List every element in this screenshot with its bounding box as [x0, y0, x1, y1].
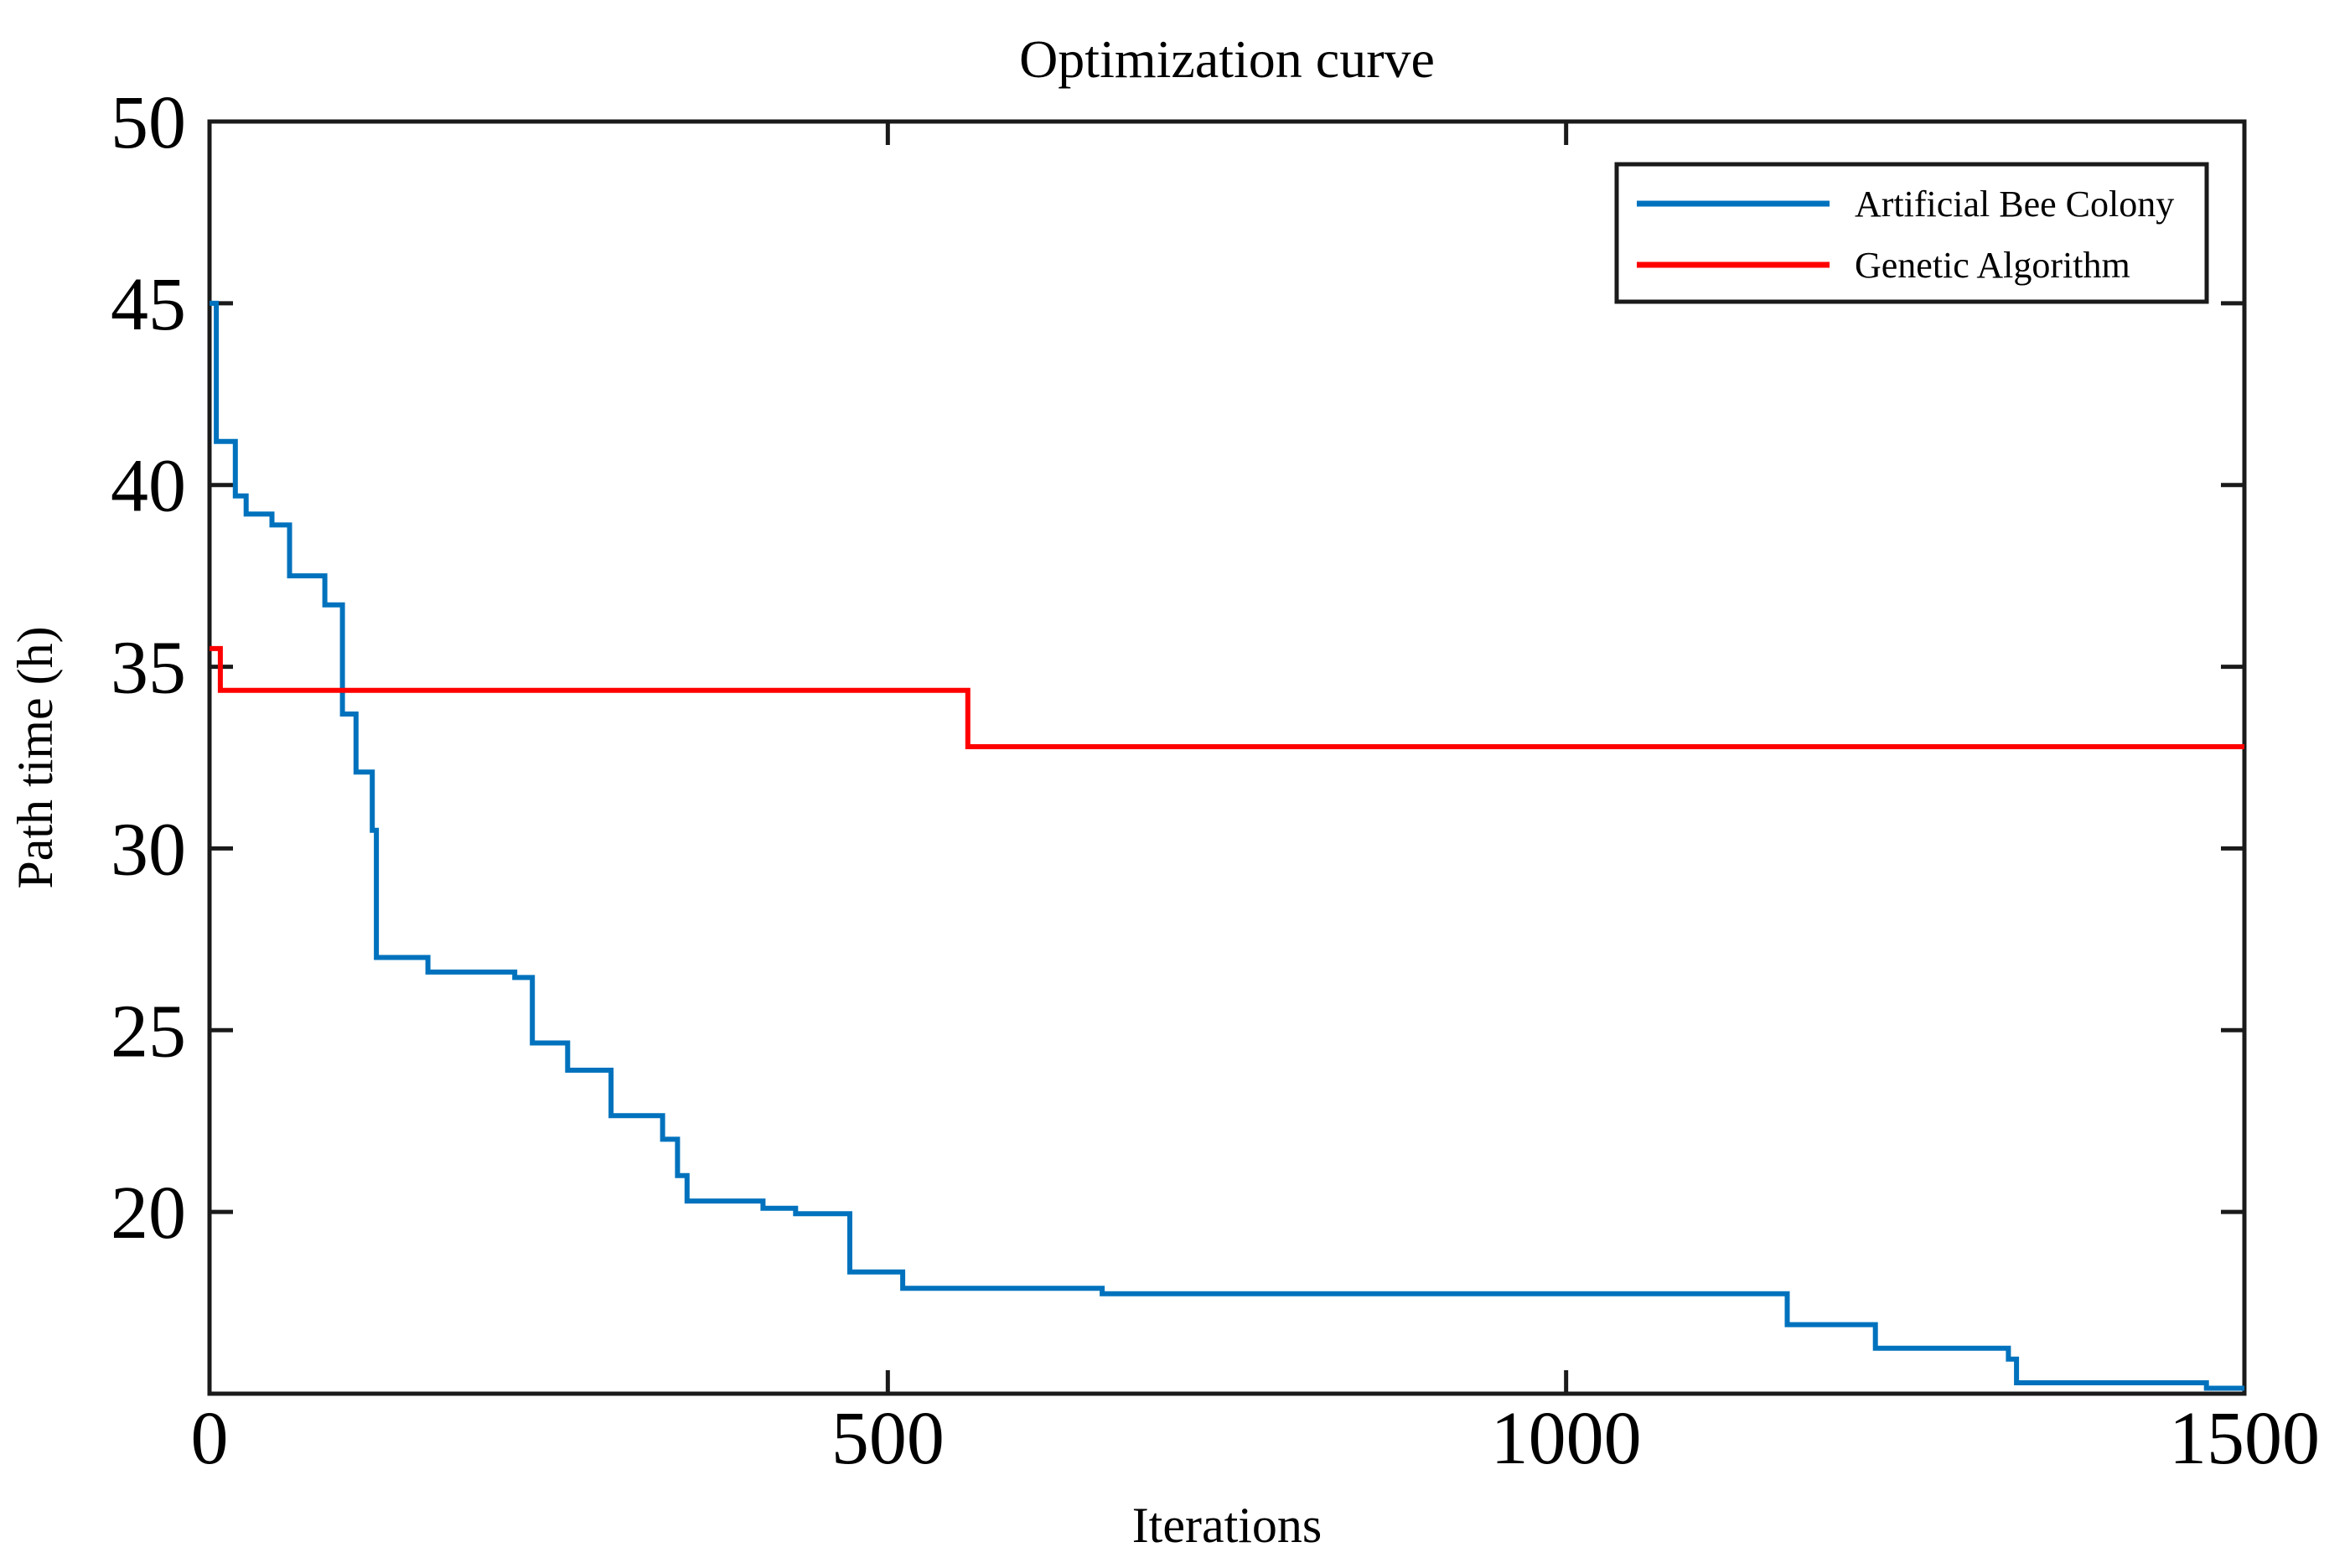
data-series — [210, 300, 2244, 1391]
y-tick-label: 40 — [111, 445, 186, 528]
y-tick-label: 50 — [111, 81, 186, 164]
chart-title: Optimization curve — [1019, 29, 1435, 89]
y-tick-label: 35 — [111, 627, 186, 710]
axis-ticks — [207, 119, 2247, 1394]
legend-box — [1614, 162, 2209, 304]
y-tick-label: 20 — [111, 1172, 186, 1255]
y-tick-label: 45 — [111, 263, 186, 346]
legend-label-genetic-algorithm: Genetic Algorithm — [1855, 245, 2130, 286]
legend-label-artificial-bee-colony: Artificial Bee Colony — [1855, 184, 2174, 225]
x-tick-label: 500 — [831, 1397, 945, 1480]
y-tick-label: 30 — [111, 808, 186, 891]
x-tick-label: 1000 — [1491, 1397, 1642, 1480]
y-tick-label: 25 — [111, 990, 186, 1073]
axis-tick-labels: 0 500 1000 1500 20 25 30 35 40 45 50 — [111, 81, 2320, 1480]
y-axis-label: Path time (h) — [8, 626, 63, 888]
x-tick-label: 0 — [191, 1397, 229, 1480]
x-axis-label: Iterations — [1132, 1498, 1323, 1553]
series-artificial-bee-colony — [210, 300, 2244, 1391]
series-genetic-algorithm — [210, 645, 2244, 749]
plot-border — [207, 119, 2247, 1396]
x-tick-label: 1500 — [2169, 1397, 2320, 1480]
legend: Artificial Bee Colony Genetic Algorithm — [1614, 162, 2209, 304]
